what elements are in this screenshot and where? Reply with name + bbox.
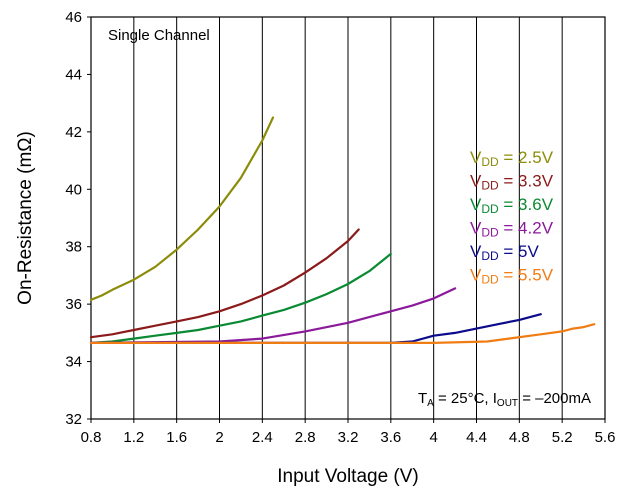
grid (133, 17, 563, 419)
x-tick-label: 5.2 (552, 429, 573, 446)
x-tick-label: 5.6 (595, 429, 616, 446)
x-tick-label: 3.6 (380, 429, 401, 446)
series-line-1 (89, 116, 275, 301)
x-tick-label: 4 (429, 429, 437, 446)
y-axis-title: On-Resistance (mΩ) (15, 131, 36, 305)
x-tick-label: 4.4 (466, 429, 487, 446)
series-line-6 (89, 323, 596, 344)
y-tick-label: 40 (65, 181, 82, 198)
legend-entry-3: VDD = 3.6V (470, 195, 554, 216)
x-tick-label: 1.6 (166, 429, 187, 446)
x-tick-label: 4.8 (509, 429, 530, 446)
y-tick-label: 42 (65, 124, 82, 141)
legend-entry-6: VDD = 5.5V (470, 266, 554, 287)
x-tick-label: 1.2 (123, 429, 144, 446)
y-tick-label: 44 (65, 66, 82, 83)
y-tick-label: 38 (65, 239, 82, 256)
series-line-3 (89, 252, 392, 344)
legend-entry-1: VDD = 2.5V (470, 148, 554, 169)
x-axis-title: Input Voltage (V) (277, 466, 419, 487)
series-lines (89, 116, 596, 344)
single-channel-annotation: Single Channel (108, 27, 210, 44)
series-line-4 (89, 287, 457, 344)
x-tick-label: 0.8 (81, 429, 102, 446)
y-axis-ticks: 32 34 36 38 40 42 44 46 (65, 9, 91, 428)
conditions-annotation: TA = 25°C, IOUT = –200mA (418, 390, 591, 409)
x-tick-label: 2 (215, 429, 223, 446)
series-line-2 (89, 228, 360, 339)
x-tick-label: 2.4 (252, 429, 273, 446)
y-tick-label: 34 (65, 354, 82, 371)
x-tick-label: 2.8 (295, 429, 316, 446)
y-tick-label: 36 (65, 296, 82, 313)
y-tick-label: 46 (65, 9, 82, 26)
legend-entry-5: VDD = 5V (470, 242, 540, 263)
legend-entry-2: VDD = 3.3V (470, 172, 554, 193)
y-tick-label: 32 (65, 411, 82, 428)
legend-entry-4: VDD = 4.2V (470, 219, 554, 240)
x-tick-label: 3.2 (338, 429, 359, 446)
x-axis-ticks: 0.8 1.2 1.6 2 2.4 2.8 3.2 3.6 4 4.4 4.8 5.2 5.6 (81, 419, 616, 446)
